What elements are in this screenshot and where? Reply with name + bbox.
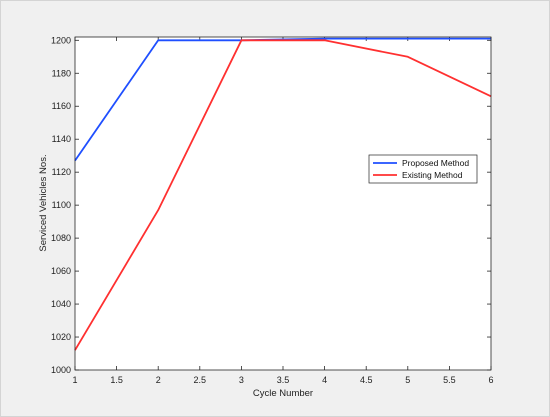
y-axis-label: Serviced Vehicles Nos. (38, 154, 49, 251)
y-tick-label: 1100 (52, 200, 71, 210)
y-tick-label: 1160 (52, 101, 71, 111)
legend-label-existing-method: Existing Method (402, 170, 463, 180)
y-tick-label: 1040 (51, 299, 71, 309)
x-tick-label: 1 (72, 375, 77, 385)
x-tick-label: 2 (156, 375, 161, 385)
series-layer (74, 37, 492, 351)
legend-label-proposed-method: Proposed Method (402, 158, 469, 168)
x-tick-label: 3 (239, 375, 244, 385)
x-tick-label: 4.5 (360, 375, 373, 385)
x-axis-label: Cycle Number (253, 388, 313, 399)
x-tick-label: 1.5 (110, 375, 123, 385)
legend-box (368, 154, 478, 184)
y-tick-label: 1060 (51, 266, 71, 276)
tick-layer: 1 1.5 2 2.5 3 3.5 4 4.5 5 5.5 6 1000 1020 1040 1060 108… (51, 35, 494, 385)
y-tick-label: 1140 (52, 134, 71, 144)
y-tick-label: 1000 (51, 365, 71, 375)
x-tick-label: 5.5 (443, 375, 456, 385)
y-tick-label: 1120 (52, 167, 71, 177)
plot-frame (74, 36, 492, 371)
x-tick-label: 6 (488, 375, 493, 385)
plot-area (75, 37, 491, 370)
series-line-existing-method (74, 39, 492, 351)
y-tick-label: 1080 (51, 233, 71, 243)
y-tick-label: 1180 (52, 68, 71, 78)
legend: Proposed Method Existing Method (368, 154, 478, 184)
y-tick-label: 1020 (51, 332, 71, 342)
x-tick-label: 3.5 (277, 375, 290, 385)
x-tick-label: 4 (322, 375, 327, 385)
y-tick-label: 1200 (51, 35, 71, 45)
x-tick-label: 2.5 (194, 375, 207, 385)
x-tick-label: 5 (405, 375, 410, 385)
